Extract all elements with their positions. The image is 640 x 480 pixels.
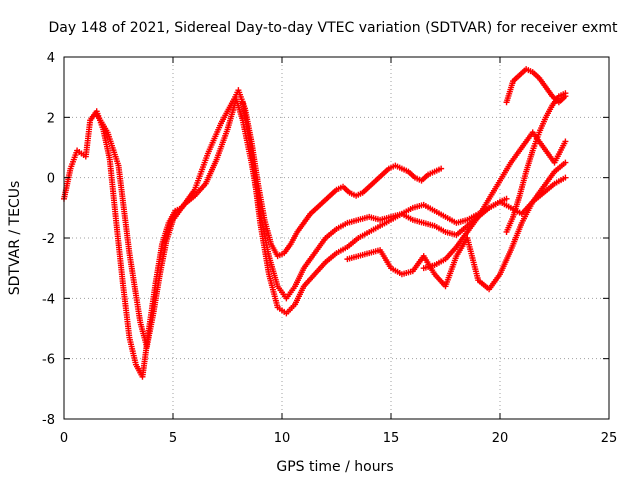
- data-point: [562, 174, 569, 181]
- y-tick-label: 0: [47, 172, 55, 187]
- x-tick-label: 0: [60, 431, 68, 446]
- y-tick-label: 2: [47, 111, 55, 126]
- x-tick-label: 15: [383, 431, 400, 446]
- data-point: [438, 165, 445, 172]
- data-points: [61, 66, 569, 380]
- x-tick-label: 5: [169, 431, 177, 446]
- data-point: [503, 195, 510, 202]
- data-point: [562, 138, 569, 145]
- y-tick-label: -4: [42, 292, 55, 307]
- y-axis-label: SDTVAR / TECUs: [7, 181, 23, 296]
- x-tick-label: 25: [601, 431, 618, 446]
- y-tick-label: 4: [47, 51, 55, 66]
- y-tick-label: -6: [42, 353, 55, 368]
- y-tick-label: -8: [42, 413, 55, 428]
- y-tick-label: -2: [42, 232, 55, 247]
- x-tick-label: 10: [274, 431, 291, 446]
- data-point: [562, 90, 569, 97]
- grid-lines: [64, 57, 609, 419]
- axis-tick-labels: 0 5 10 15 20 25 -8 -6 -4 -2 0 2 4: [42, 51, 617, 446]
- x-tick-label: 20: [492, 431, 509, 446]
- data-point: [562, 159, 569, 166]
- axis-ticks: [63, 56, 610, 420]
- x-axis-label: GPS time / hours: [276, 459, 393, 475]
- chart-title: Day 148 of 2021, Sidereal Day-to-day VTE…: [49, 20, 619, 36]
